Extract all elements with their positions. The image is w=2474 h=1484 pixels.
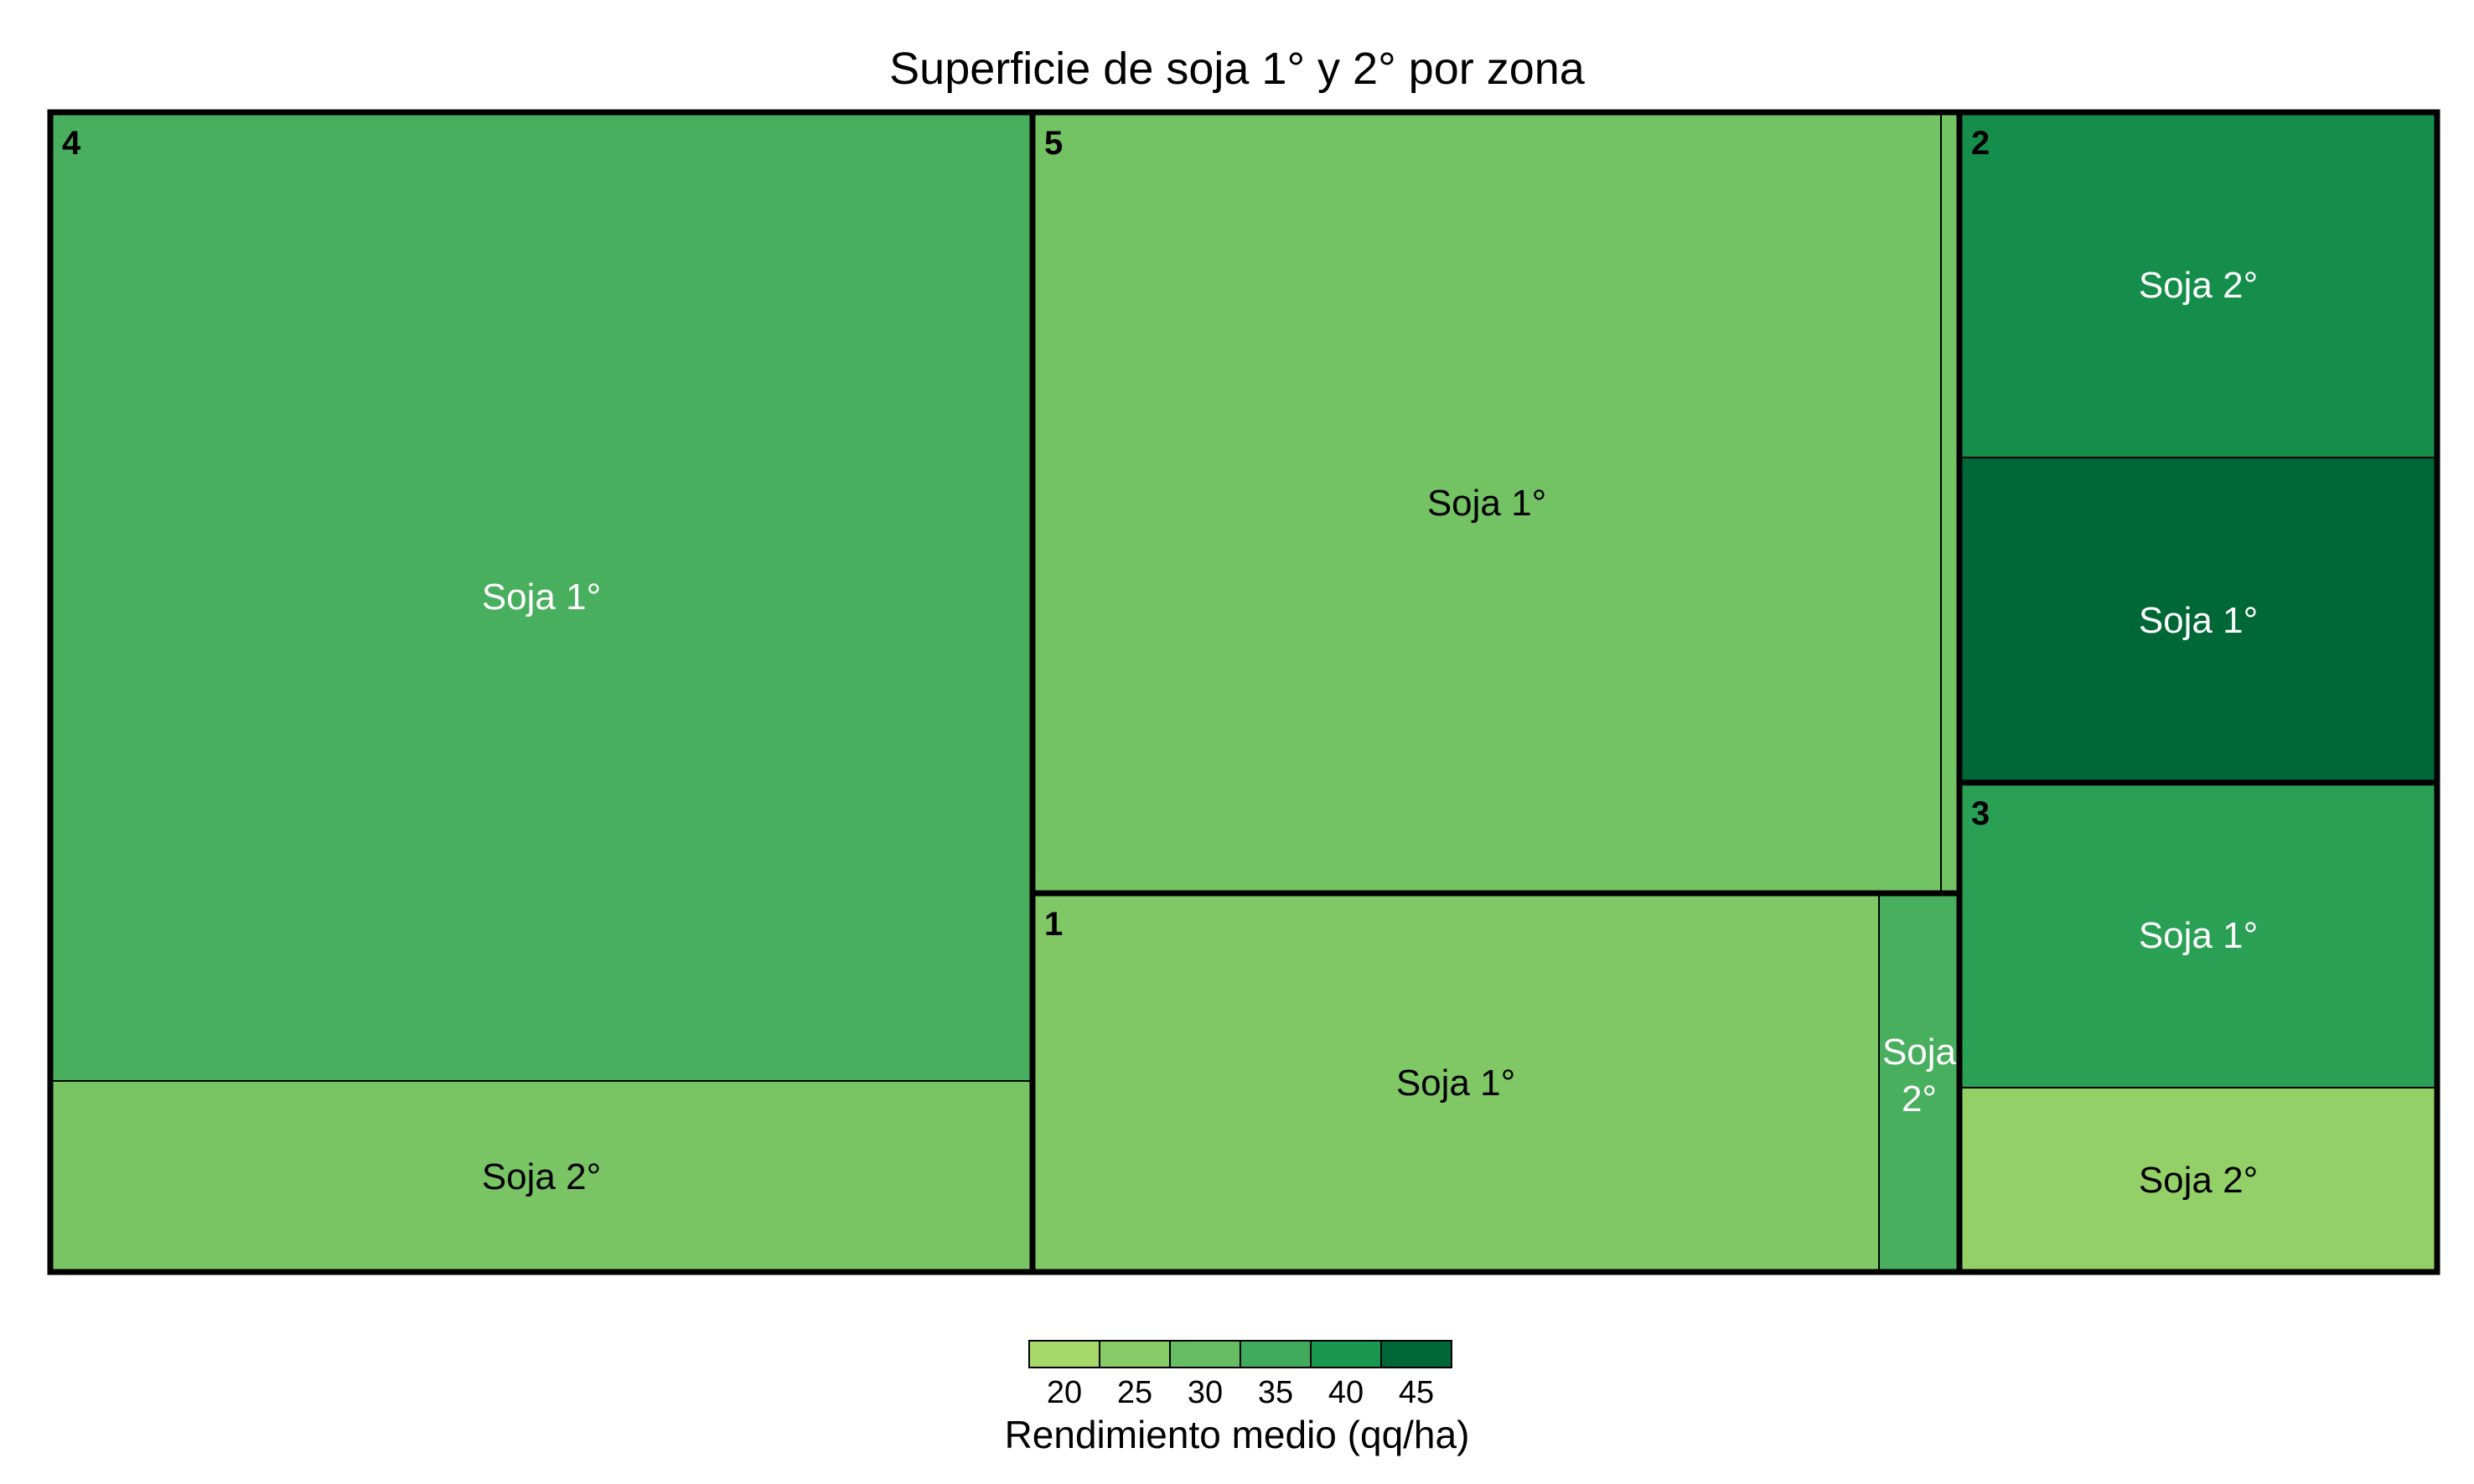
- treemap-cells: Soja 1° Soja 2° Soja 1° Soja 1° Soja 2° Soja 2…: [49, 111, 2438, 1273]
- legend-swatch: [1380, 1340, 1452, 1368]
- legend-tick-label: 45: [1399, 1375, 1434, 1410]
- legend-tick-label: 30: [1188, 1375, 1223, 1410]
- cell-label: Soja 1°: [482, 577, 601, 618]
- treemap-cell: [1959, 111, 2438, 458]
- cell-label: Soja 1°: [1427, 483, 1546, 524]
- cell-label: Soja 1°: [2139, 915, 2258, 956]
- legend-swatch: [1099, 1340, 1171, 1368]
- treemap-cell: [49, 1080, 1033, 1273]
- legend-title: Rendimiento medio (qq/ha): [1005, 1413, 1470, 1456]
- treemap-cell: [1959, 782, 2438, 1088]
- chart-title: Superficie de soja 1° y 2° por zona: [889, 44, 1586, 94]
- zone-label: 3: [1971, 795, 1990, 832]
- treemap-frame: [47, 109, 2440, 1275]
- zone-label: 5: [1044, 125, 1063, 162]
- cell-label: Soja 1°: [2139, 600, 2258, 641]
- legend-tick-label: 35: [1258, 1375, 1293, 1410]
- legend-swatch: [1310, 1340, 1382, 1368]
- cell-label: Soja 2°: [2139, 1160, 2258, 1201]
- zone-label: 2: [1971, 125, 1990, 162]
- cell-label: Soja 1°: [1396, 1063, 1515, 1104]
- cell-label: Soja 2°: [482, 1156, 601, 1197]
- treemap-cell: [1959, 457, 2438, 783]
- legend-swatch: [1028, 1340, 1100, 1368]
- legend-tick-label: 40: [1328, 1375, 1364, 1410]
- zone-label: 1: [1044, 906, 1063, 943]
- color-legend: 20 25 30 35 40 45: [1028, 1340, 1452, 1410]
- legend-tick-label: 20: [1047, 1375, 1082, 1410]
- treemap-zones: 4 5 1 2 3: [47, 109, 2440, 1275]
- cell-label: Soja 2°: [1882, 1032, 1957, 1119]
- legend-swatch: [1240, 1340, 1312, 1368]
- cell-label: Soja 2°: [2139, 265, 2258, 306]
- legend-tick-label: 25: [1117, 1375, 1152, 1410]
- zone-label: 4: [62, 125, 81, 162]
- treemap-cell: [49, 111, 1033, 1082]
- legend-swatch: [1169, 1340, 1241, 1368]
- treemap-cell: [1032, 892, 1880, 1273]
